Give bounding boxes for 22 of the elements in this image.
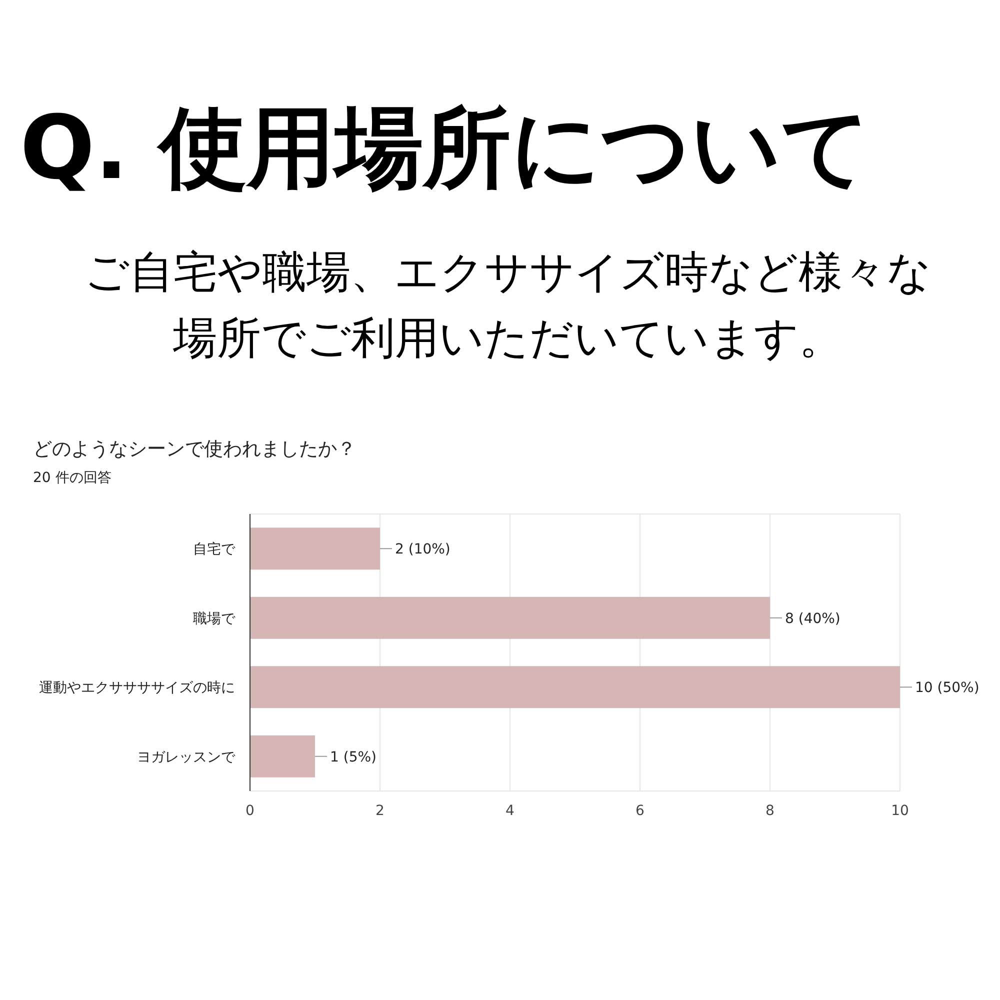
- data-label: 2 (10%): [395, 542, 450, 558]
- bar: [250, 735, 315, 778]
- data-label: 1 (5%): [330, 749, 376, 766]
- x-tick-label: 0: [246, 803, 254, 819]
- bar: [250, 666, 900, 708]
- bar: [250, 528, 380, 570]
- x-tick-label: 4: [506, 803, 515, 819]
- x-tick-label: 10: [891, 803, 909, 819]
- chart-subtitle: ご自宅や職場、エクササイズ時など様々な場所でご利用いただいています。: [84, 247, 932, 364]
- data-label: 8 (40%): [785, 610, 840, 627]
- bar: [250, 596, 770, 639]
- y-tick-label: ヨガレッスンで: [137, 749, 236, 766]
- text: 20 件の回答: [33, 470, 112, 486]
- y-tick-label: 運動やエクササササイズの時に: [39, 680, 235, 696]
- x-tick-label: 2: [376, 803, 384, 819]
- x-tick-label: 8: [766, 803, 774, 819]
- x-tick-label: 6: [636, 803, 645, 819]
- text: どのようなシーンで使われましたか？: [33, 438, 356, 460]
- data-label: 10 (50%): [915, 680, 980, 696]
- y-tick-label: 自宅で: [193, 542, 236, 558]
- y-tick-label: 職場で: [193, 610, 236, 627]
- chart-title: Q. 使用場所について: [20, 96, 871, 199]
